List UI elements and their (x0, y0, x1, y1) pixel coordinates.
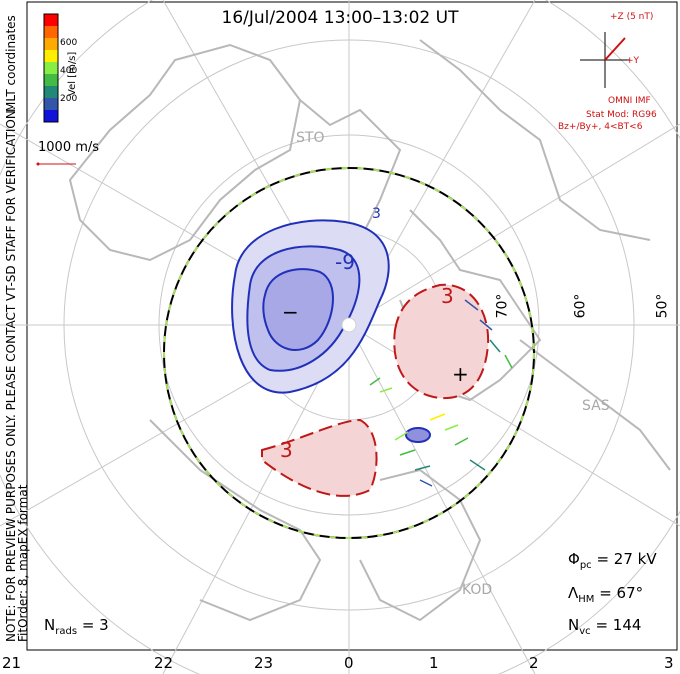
imf-condition: Bz+/By+, 4<BT<6 (558, 122, 643, 132)
colorbar-tick-200: 200 (60, 94, 78, 104)
colorbar-tick-600: 600 (60, 38, 78, 48)
phi-pc-value: = 27 kV (596, 550, 657, 568)
lambda-hm-value: = 67° (599, 584, 644, 602)
lambda-symbol: Λ (568, 584, 579, 602)
colorbar-swatch (44, 110, 58, 122)
colorbar-swatch (44, 86, 58, 98)
potential-min-marker: − (282, 300, 299, 324)
stat-lambda-hm: ΛHM = 67° (568, 584, 643, 605)
imf-source: OMNI IMF (608, 96, 651, 106)
nvc-symbol: N (568, 616, 580, 634)
stat-n-vc: Nvc = 144 (568, 616, 641, 637)
mlt-tick-3: 3 (664, 654, 674, 672)
contour-label-positive-1: 3 (441, 284, 454, 308)
mlt-tick-1: 1 (429, 654, 439, 672)
n-rads-value: = 3 (81, 616, 109, 634)
colorbar-frame (43, 13, 59, 123)
lambda-sub: HM (578, 594, 595, 605)
phi-sub: pc (579, 560, 592, 571)
nrads-sub: rads (55, 626, 78, 637)
colorbar-swatch (44, 50, 58, 62)
stat-phi-pc: Φpc = 27 kV (568, 550, 657, 571)
contour-label-positive-2: 3 (280, 438, 293, 462)
colorbar-swatch (44, 38, 58, 50)
contour-label-negative: -9 (335, 250, 355, 274)
colorbar-swatch (44, 14, 58, 26)
site-kod: KOD (462, 582, 493, 598)
colorbar-swatch (44, 98, 58, 110)
lat-label-60: 60° (572, 293, 589, 319)
colorbar-swatch (44, 62, 58, 74)
nrads-symbol: N (44, 616, 56, 634)
site-sas: SAS (582, 398, 610, 414)
potential-max-marker: + (452, 362, 469, 386)
fit-order-note: FitOrder: 8, mapEX format (16, 484, 30, 642)
lat-label-50: 50° (654, 293, 671, 319)
mlt-tick-21: 21 (2, 654, 22, 672)
vector-scale-label: 1000 m/s (38, 140, 100, 155)
mlt-tick-0: 0 (344, 654, 354, 672)
stat-model: Stat Mod: RG96 (586, 110, 657, 120)
imf-z-label: +Z (5 nT) (610, 12, 654, 22)
colorbar-tick-400: 400 (60, 66, 78, 76)
map-title: 16/Jul/2004 13:00–13:02 UT (221, 8, 459, 28)
nvc-sub: vc (579, 626, 591, 637)
colorbar-swatch (44, 74, 58, 86)
contour-label-small: 3 (372, 206, 381, 222)
stat-n-rads: Nrads = 3 (44, 616, 109, 637)
lat-label-70: 70° (494, 293, 511, 319)
mlt-tick-2: 2 (529, 654, 539, 672)
mlt-tick-22: 22 (154, 654, 174, 672)
phi-symbol: Φ (568, 550, 580, 568)
n-vc-value: = 144 (595, 616, 642, 634)
site-sto: STO (296, 130, 325, 146)
colorbar-swatch (44, 26, 58, 38)
mlt-tick-23: 23 (254, 654, 274, 672)
imf-y-label: +Y (626, 56, 640, 66)
coordinate-system-label: MLT coordinates (4, 15, 18, 112)
